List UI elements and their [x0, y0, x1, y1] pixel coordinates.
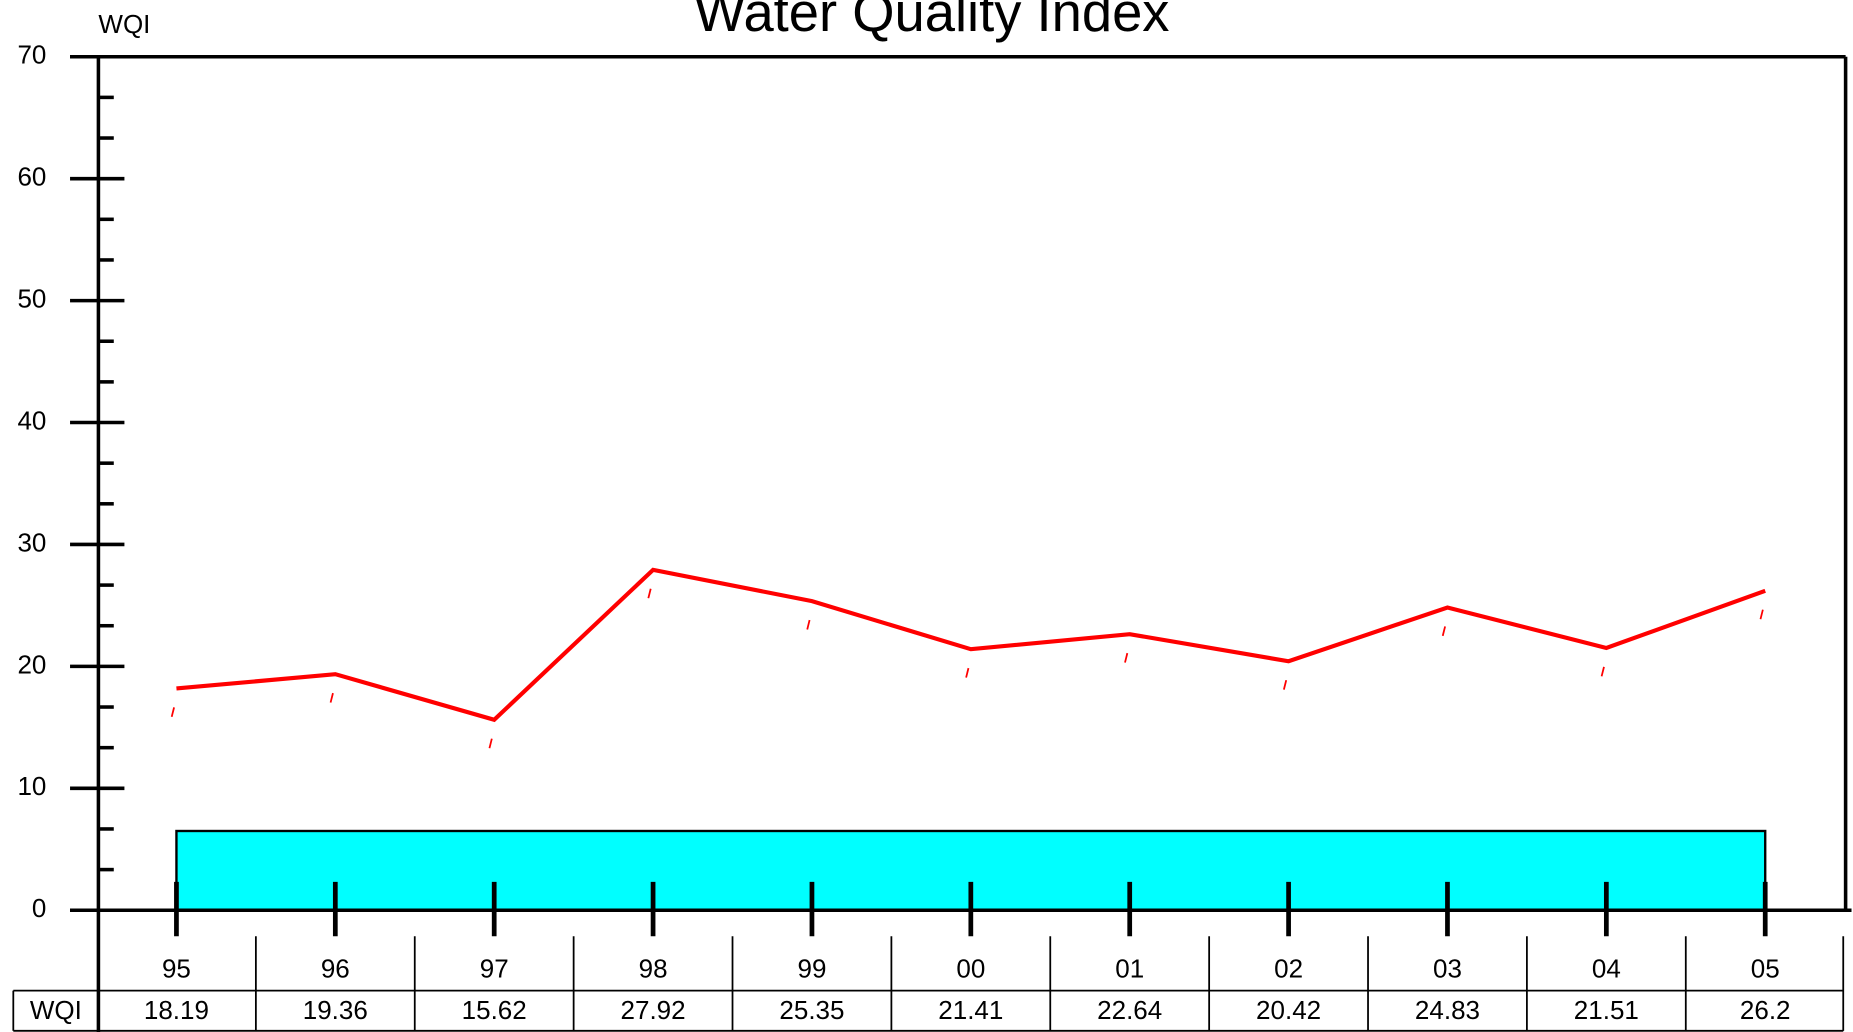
y-tick-label: 20 — [17, 649, 46, 679]
y-axis-label: WQI — [98, 9, 150, 39]
point-marker — [488, 738, 493, 749]
y-tick-label: 40 — [17, 405, 46, 435]
value-label: 18.19 — [144, 995, 209, 1025]
value-label: 21.51 — [1574, 995, 1639, 1025]
value-label: 25.35 — [779, 995, 844, 1025]
data-line — [176, 567, 1766, 723]
value-label: 19.36 — [303, 995, 368, 1025]
point-marker — [1282, 679, 1288, 690]
value-label: 27.92 — [621, 995, 686, 1025]
y-tick-label: 70 — [17, 40, 46, 70]
value-label: 24.83 — [1415, 995, 1480, 1025]
point-marker — [1600, 666, 1605, 677]
point-marker — [329, 692, 334, 703]
y-tick-label: 60 — [17, 162, 46, 192]
point-marker — [170, 707, 175, 718]
row-header: WQI — [30, 995, 82, 1025]
x-tick-label: 00 — [956, 953, 985, 983]
point-marker — [1124, 652, 1129, 663]
value-label: 15.62 — [462, 995, 527, 1025]
x-tick-label: 02 — [1274, 953, 1303, 983]
value-label: 26.2 — [1740, 995, 1791, 1025]
value-label: 20.42 — [1256, 995, 1321, 1025]
chart-title: Water Quality Index — [694, 0, 1169, 43]
x-tick-label: 04 — [1592, 953, 1621, 983]
x-tick-label: 99 — [797, 953, 826, 983]
value-label: 22.64 — [1097, 995, 1162, 1025]
x-tick-label: 96 — [321, 953, 350, 983]
point-marker — [1759, 609, 1764, 620]
point-marker — [647, 588, 652, 599]
point-marker — [965, 667, 970, 678]
point-marker — [1441, 626, 1446, 637]
x-tick-label: 03 — [1433, 953, 1462, 983]
y-tick-label: 0 — [32, 893, 46, 923]
value-label: 21.41 — [938, 995, 1003, 1025]
x-tick-label: 95 — [162, 953, 191, 983]
point-marker — [806, 619, 811, 630]
y-tick-label: 10 — [17, 771, 46, 801]
x-tick-label: 97 — [480, 953, 509, 983]
x-tick-label: 98 — [639, 953, 668, 983]
x-tick-label: 05 — [1751, 953, 1780, 983]
x-tick-label: 01 — [1115, 953, 1144, 983]
y-tick-label: 50 — [17, 283, 46, 313]
y-tick-label: 30 — [17, 527, 46, 557]
